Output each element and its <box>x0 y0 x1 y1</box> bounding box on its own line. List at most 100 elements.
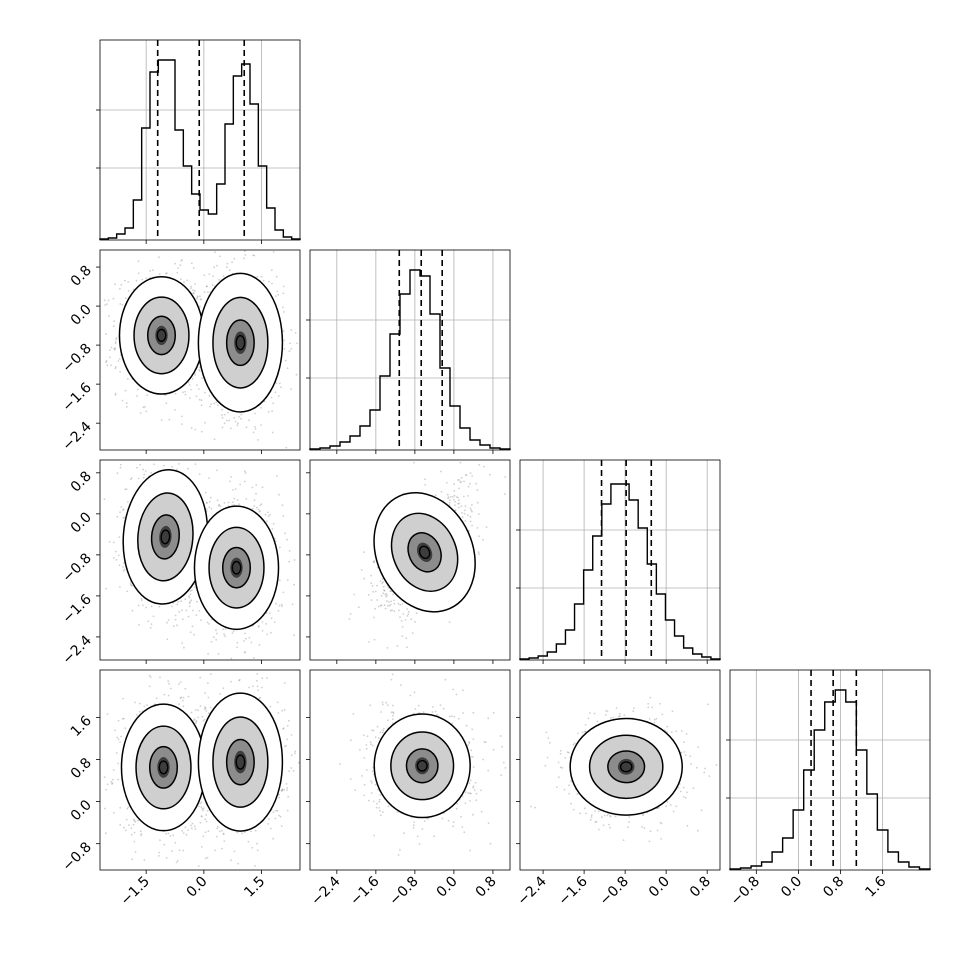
scatter-point <box>216 499 219 502</box>
density-mode <box>118 276 205 395</box>
histogram-panel-0 <box>96 39 301 244</box>
scatter-point <box>123 562 125 565</box>
scatter-point <box>179 697 182 700</box>
scatter-point <box>149 626 152 629</box>
scatter-point <box>158 851 161 854</box>
scatter-point <box>122 509 124 512</box>
panel-frame <box>99 39 301 241</box>
scatter-point <box>174 614 177 617</box>
scatter-point <box>208 506 211 509</box>
scatter-point <box>126 377 129 380</box>
scatter-point <box>255 641 257 643</box>
scatter-point <box>211 284 214 286</box>
scatter-point <box>238 416 240 418</box>
scatter-point <box>208 394 211 397</box>
scatter-point <box>130 446 132 448</box>
scatter-point <box>200 404 203 406</box>
scatter-point <box>260 407 262 409</box>
scatter-point <box>194 438 196 440</box>
scatter-point <box>186 279 189 282</box>
scatter-point <box>204 706 206 708</box>
scatter-point <box>274 809 277 812</box>
scatter-point <box>167 832 170 835</box>
scatter-point <box>281 504 284 507</box>
scatter-point <box>215 629 217 632</box>
scatter-point <box>116 472 119 475</box>
scatter-point <box>278 793 280 796</box>
scatter-point <box>236 641 239 644</box>
scatter-point <box>198 805 200 808</box>
contour-line-core <box>156 328 167 343</box>
scatter-point <box>280 386 282 388</box>
scatter-point <box>257 689 259 692</box>
scatter-point <box>110 346 113 349</box>
scatter-point <box>132 823 135 826</box>
scatter-point <box>245 498 248 500</box>
scatter-point <box>149 676 152 678</box>
scatter-point <box>229 427 232 430</box>
scatter-point <box>255 668 257 670</box>
scatter-point <box>267 515 270 517</box>
scatter-point <box>240 413 243 416</box>
scatter-point <box>208 273 211 275</box>
scatter-point <box>113 541 115 544</box>
scatter-point <box>171 465 174 468</box>
scatter-point <box>185 833 188 836</box>
scatter-point <box>204 831 207 834</box>
scatter-point <box>277 293 280 296</box>
scatter-point <box>160 664 162 666</box>
scatter-point <box>164 394 166 397</box>
scatter-point <box>110 781 113 783</box>
scatter-point <box>203 274 206 277</box>
scatter-point <box>145 606 147 609</box>
scatter-point <box>123 568 126 571</box>
scatter-point <box>130 477 133 479</box>
scatter-point <box>233 504 236 506</box>
scatter-point <box>108 356 111 359</box>
density-mode <box>122 469 209 605</box>
scatter-point <box>283 745 286 748</box>
histogram-panel-3 <box>726 669 931 874</box>
scatter-point <box>190 824 192 827</box>
scatter-point <box>282 292 285 295</box>
contour-line <box>208 526 265 609</box>
scatter-point <box>114 342 117 345</box>
scatter-point <box>158 273 161 276</box>
scatter-point <box>159 839 161 842</box>
scatter-point <box>106 713 109 715</box>
scatter-point <box>231 261 234 264</box>
scatter-point <box>150 605 153 608</box>
scatter-point <box>251 507 254 510</box>
scatter-point <box>271 282 273 285</box>
scatter-point <box>253 254 256 257</box>
scatter-point <box>185 609 188 612</box>
scatter-point <box>294 332 297 334</box>
scatter-point <box>216 632 218 635</box>
scatter-point <box>198 473 201 475</box>
scatter-point <box>134 820 137 823</box>
scatter-point <box>217 504 220 507</box>
scatter-point <box>285 783 288 785</box>
scatter-point <box>98 755 100 757</box>
scatter-point <box>198 368 201 371</box>
scatter-point <box>189 593 192 596</box>
scatter-point <box>182 832 185 834</box>
scatter-point <box>117 762 119 765</box>
scatter-point <box>176 271 179 274</box>
scatter-point <box>256 275 259 278</box>
scatter-point <box>138 710 141 713</box>
scatter-point <box>286 538 288 541</box>
scatter-point <box>194 463 197 465</box>
scatter-point <box>187 695 190 698</box>
scatter-point <box>124 727 127 730</box>
scatter-point <box>286 725 289 727</box>
scatter-point <box>190 827 193 830</box>
scatter-point <box>237 422 239 424</box>
scatter-point <box>115 337 118 339</box>
scatter-point <box>206 856 209 859</box>
density-panel-0-2 <box>96 438 301 670</box>
scatter-point <box>204 391 206 394</box>
scatter-point <box>191 377 194 380</box>
scatter-point <box>280 603 283 606</box>
scatter-point <box>110 364 112 366</box>
